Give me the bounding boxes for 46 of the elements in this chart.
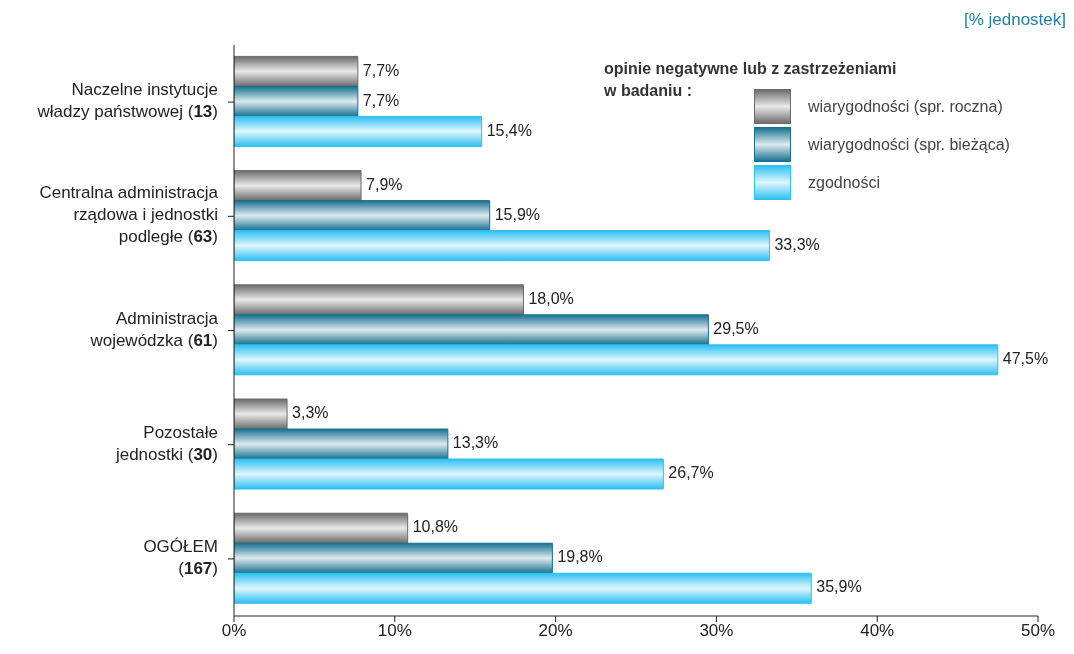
y-tick-label: Administracja wojewódzka (61) [89, 308, 219, 350]
bar [234, 398, 288, 430]
data-label: 7,9% [366, 175, 403, 193]
text: [% jednostek] [963, 10, 1066, 30]
bar [234, 428, 449, 460]
data-label: 3,3% [292, 404, 329, 422]
legend-label: wiarygodności (spr. bieżąca) [808, 136, 1010, 154]
x-tick-label: 30% [699, 621, 734, 641]
bar [234, 85, 359, 117]
y-tick-label: Naczelne instytucje władzy państwowej (13) [36, 80, 218, 122]
bar [234, 344, 999, 376]
bar [234, 230, 770, 262]
data-label: 19,8% [557, 548, 603, 566]
data-label: 7,7% [362, 91, 400, 109]
x-tick-label: 50% [1020, 621, 1056, 641]
data-label: 15,4% [486, 121, 533, 139]
bar [234, 284, 524, 316]
data-label: 26,7% [668, 464, 714, 482]
data-label: 47,5% [1002, 350, 1049, 368]
bar [234, 542, 553, 574]
bar [234, 115, 483, 147]
data-label: 29,5% [713, 320, 759, 338]
data-label: 35,9% [816, 578, 862, 596]
legend-title: opinie negatywne lub z zastrzeżeniami w badaniu : [604, 59, 898, 99]
data-label: 7,7% [362, 61, 400, 79]
x-tick-label: 40% [860, 621, 895, 641]
x-tick-label: 0% [221, 621, 247, 641]
bar [234, 512, 409, 544]
y-tick-label: Centralna administracja rządowa i jednostki podległe (63) [39, 183, 219, 247]
y-tick-label: OGÓŁEM (167) [143, 537, 218, 579]
bar [234, 55, 359, 87]
y-tick-label: Pozostałe jednostki (30) [114, 423, 218, 465]
data-label: 13,3% [452, 434, 499, 452]
bar [234, 170, 362, 202]
bar [234, 572, 812, 604]
x-tick-label: 20% [538, 621, 573, 641]
bar [234, 314, 709, 346]
bar [234, 200, 491, 232]
legend-label: wiarygodności (spr. roczna) [808, 98, 1003, 116]
data-label: 15,9% [494, 205, 541, 223]
data-label: 18,0% [528, 290, 574, 308]
data-label: 33,3% [774, 235, 820, 253]
legend-label: zgodności [808, 174, 881, 192]
data-label: 10,8% [412, 518, 459, 536]
x-tick-label: 10% [377, 621, 412, 641]
bar [234, 458, 664, 490]
